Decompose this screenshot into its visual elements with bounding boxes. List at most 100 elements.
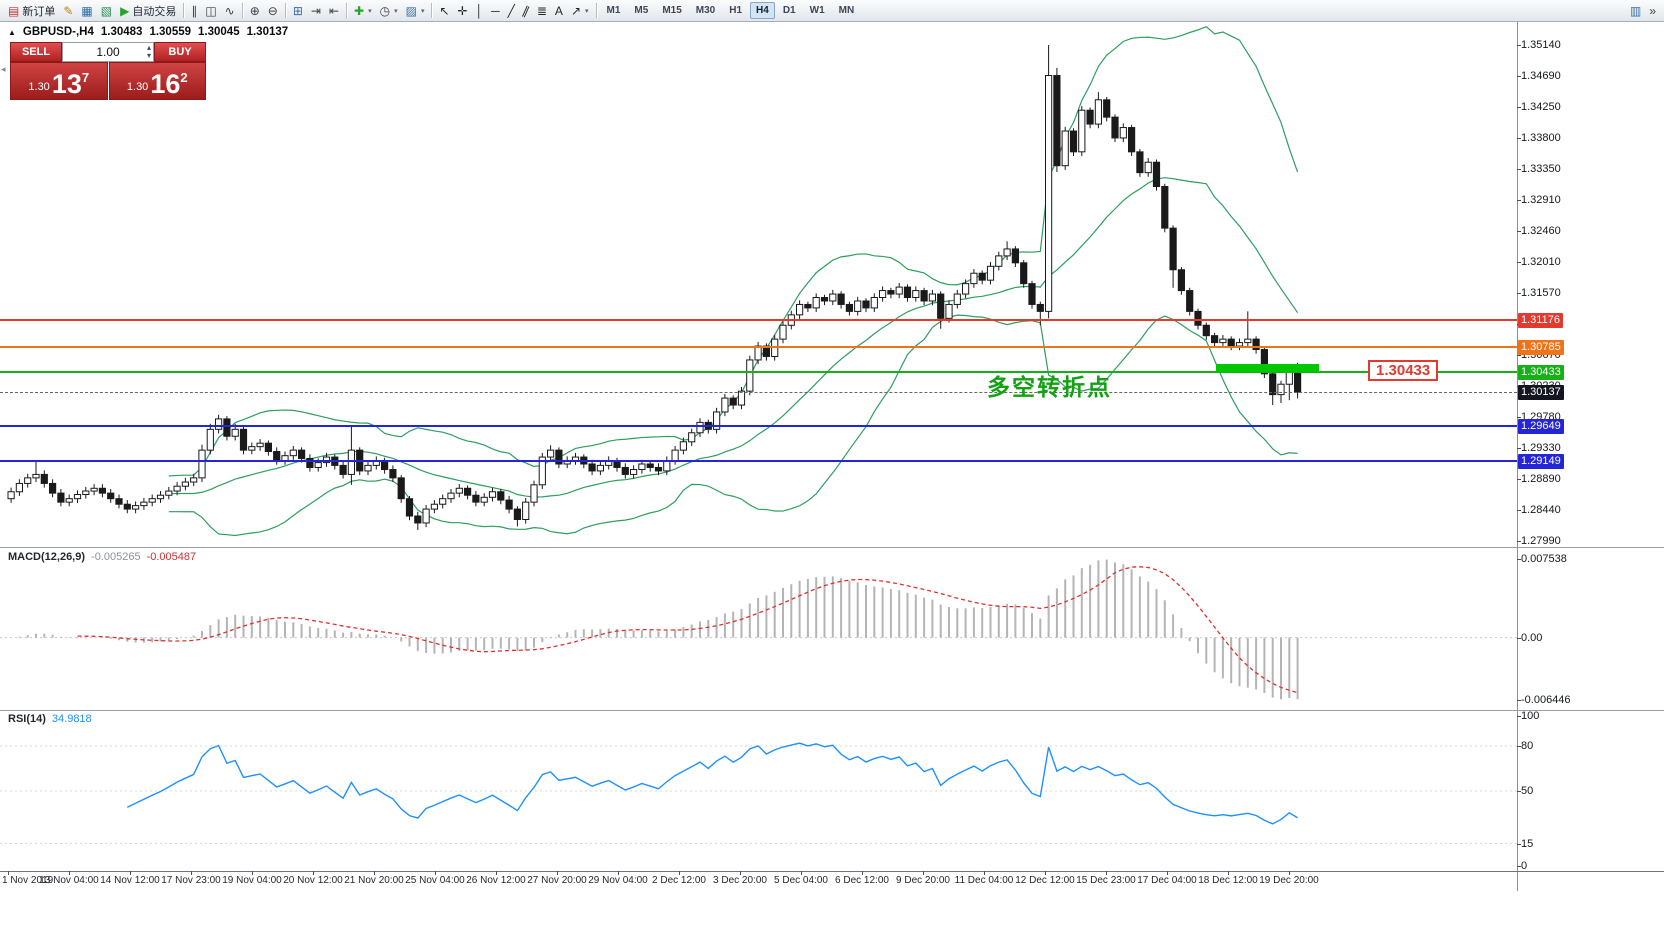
strategy-tester-button[interactable]: ▧: [97, 1, 116, 20]
price-axis-tick: [1517, 230, 1521, 232]
channel-tool-button[interactable]: ∥: [519, 1, 533, 20]
timeframe-m15-button[interactable]: M15: [662, 5, 682, 16]
buy-button[interactable]: BUY: [154, 42, 206, 62]
fibonacci-tool-button[interactable]: ≣: [533, 1, 551, 20]
cursor-tool-button[interactable]: ↖: [435, 1, 453, 20]
time-axis-tick: [313, 871, 314, 875]
autotrading-button[interactable]: ▶ 自动交易: [116, 1, 180, 20]
quote-close: 1.30137: [246, 26, 289, 38]
new-order-button[interactable]: ▤ 新订单: [4, 1, 59, 20]
timeframe-h1-button[interactable]: H1: [729, 5, 743, 16]
new-order-icon: ▤: [8, 3, 20, 18]
time-axis-label: 11 Dec 04:00: [954, 875, 1014, 886]
panel-divider[interactable]: [0, 710, 1664, 711]
price-axis-label: 1.35140: [1521, 39, 1561, 51]
horizontal-line-tool-button[interactable]: ─: [487, 1, 504, 20]
price-axis-tick: [1517, 541, 1521, 542]
auto-scroll-button[interactable]: ⇥: [307, 1, 325, 20]
resistance-line-1[interactable]: [0, 318, 1517, 321]
time-axis-label: 21 Nov 20:00: [344, 875, 404, 886]
price-axis-label: 1.31570: [1521, 286, 1561, 299]
text-tool-button[interactable]: A: [551, 1, 567, 20]
price-axis-tick: [1517, 199, 1521, 201]
pivot-annotation-text[interactable]: 多空转折点: [987, 374, 1112, 400]
line-chart-icon: ∿: [224, 3, 235, 18]
chevron-down-icon: ▾: [585, 7, 589, 15]
timeframe-mn-button[interactable]: MN: [838, 5, 855, 16]
support-line-2[interactable]: [0, 459, 1517, 462]
toolbar-right-group: ▥»: [1626, 1, 1660, 20]
zoom-in-button[interactable]: ⊕: [246, 1, 264, 20]
time-axis-tick: [557, 871, 558, 875]
volume-up-icon: ▴: [146, 43, 151, 52]
pivot-line[interactable]: [0, 370, 1517, 373]
bollinger-lower: [168, 314, 1298, 537]
sell-price-base: 1.30: [28, 81, 50, 93]
time-axis-tick: [923, 871, 924, 875]
panel-collapse-icon[interactable]: ◂: [1, 64, 6, 74]
vertical-line-tool-button[interactable]: │: [472, 1, 488, 20]
cursor-tool-icon: ↖: [439, 3, 450, 18]
arrow-tool-button[interactable]: ↗ ▾: [567, 1, 593, 20]
symbol-marker-icon: ▲: [8, 27, 16, 37]
trendline-tool-button[interactable]: ╱: [504, 1, 519, 20]
current-price-line: [0, 392, 1517, 394]
pivot-price-label[interactable]: 1.30433: [1368, 360, 1439, 381]
time-axis-label: 14 Nov 12:00: [100, 875, 160, 886]
price-axis-label: 1.32010: [1521, 256, 1561, 269]
toolbar-separator: [241, 3, 243, 18]
time-axis-tick: [1167, 871, 1168, 875]
panel-divider[interactable]: [0, 547, 1664, 548]
toolbar-overflow-icon: »: [1649, 3, 1656, 18]
line-chart-button[interactable]: ∿: [221, 1, 239, 20]
resistance-line-2[interactable]: [0, 346, 1517, 349]
tile-windows-button[interactable]: ⊞: [289, 1, 307, 20]
sell-price-button[interactable]: 1.30 13 7: [10, 62, 108, 100]
new-order-button-label: 新订单: [22, 5, 56, 18]
volume-spinner[interactable]: ▴ ▾: [147, 44, 151, 60]
time-axis-label: 20 Nov 12:00: [283, 875, 343, 886]
bollinger-middle: [168, 177, 1299, 498]
toolbar-overflow-button[interactable]: »: [1645, 1, 1660, 20]
timeframe-m5-button[interactable]: M5: [634, 5, 649, 16]
indicators-button[interactable]: ✚ ▾: [350, 1, 376, 20]
time-axis-tick: [1045, 871, 1046, 875]
timeframe-h4-button[interactable]: H4: [750, 2, 775, 19]
periods-button[interactable]: ◷ ▾: [376, 1, 402, 20]
data-window-button[interactable]: ▦: [77, 1, 96, 20]
time-axis-label: 27 Nov 20:00: [527, 875, 587, 886]
time-axis-tick: [496, 871, 497, 875]
time-axis-label: 17 Nov 23:00: [161, 875, 221, 886]
candlestick-chart-button[interactable]: ◫: [201, 1, 220, 20]
timeframe-m1-button[interactable]: M1: [606, 5, 621, 16]
indicators-icon: ✚: [354, 3, 365, 18]
crosshair-tool-button[interactable]: ✛: [454, 1, 472, 20]
metaeditor-button[interactable]: ✎: [59, 1, 77, 20]
timeframe-w1-button[interactable]: W1: [809, 5, 825, 16]
macd-axis-tick: [1517, 700, 1521, 701]
macd-axis-tick: [1517, 637, 1521, 639]
time-axis-label: 12 Dec 12:00: [1015, 875, 1075, 886]
rsi-axis-tick: [1517, 791, 1521, 792]
buy-price-button[interactable]: 1.30 16 2: [108, 62, 206, 100]
bar-chart-button[interactable]: ∥: [187, 1, 201, 20]
timeframe-d1-button[interactable]: D1: [782, 5, 796, 16]
chart-shift-button[interactable]: ⇤: [325, 1, 343, 20]
price-axis-tick: [1517, 169, 1521, 171]
volume-field[interactable]: 1.00 ▴ ▾: [62, 42, 154, 62]
data-window-icon: ▦: [81, 3, 93, 18]
timeframe-m30-button[interactable]: M30: [695, 5, 716, 16]
support-line-1[interactable]: [0, 424, 1517, 427]
chart-windows-button[interactable]: ▥: [1626, 1, 1645, 20]
candles: [7, 45, 1302, 530]
strategy-tester-icon: ▧: [100, 3, 113, 18]
sell-button[interactable]: SELL: [10, 42, 62, 62]
tile-windows-icon: ⊞: [292, 3, 303, 18]
price-axis-line: [1517, 22, 1518, 891]
current-price-tag: 1.30137: [1518, 385, 1564, 401]
templates-button[interactable]: ▨ ▾: [402, 1, 429, 20]
pivot-zone[interactable]: [1215, 363, 1320, 372]
zoom-out-button[interactable]: ⊖: [264, 1, 282, 20]
